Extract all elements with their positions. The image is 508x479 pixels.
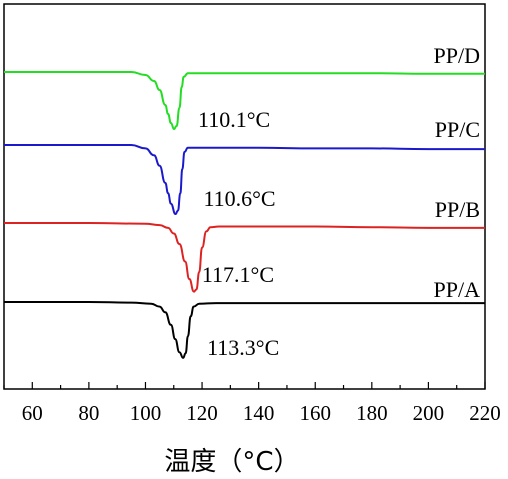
curve-pp-d [4,71,485,131]
series-label: PP/B [435,197,480,222]
curve-pp-a [4,301,485,359]
curves [3,71,485,359]
x-tick-label: 120 [186,401,218,425]
x-tick-label: 160 [299,401,331,425]
x-axis-ticks: 60 80 100 120 140 160 180 200 220 [3,382,501,425]
peak-temperature-label: 110.1°C [198,107,270,132]
curve-pp-c [4,144,485,216]
series-label: PP/A [434,277,481,302]
x-tick-label: 80 [78,401,99,425]
x-tick-label: 60 [22,401,43,425]
plot-frame [3,3,486,390]
peak-temperature-label: 117.1°C [202,262,274,287]
series-label: PP/C [435,117,480,142]
x-tick-label: 100 [130,401,162,425]
x-tick-label: 180 [356,401,388,425]
x-tick-label: 220 [469,401,501,425]
x-axis-title: 温度（°C） [164,447,299,477]
curve-labels: PP/D 110.1°C PP/C 110.6°C PP/B 117.1°C PP/A 113… [198,43,480,360]
peak-temperature-label: 113.3°C [207,335,279,360]
x-tick-label: 200 [413,401,445,425]
x-tick-label: 140 [243,401,275,425]
peak-temperature-label: 110.6°C [203,186,275,211]
series-label: PP/D [434,43,480,68]
curve-pp-b [3,222,485,293]
